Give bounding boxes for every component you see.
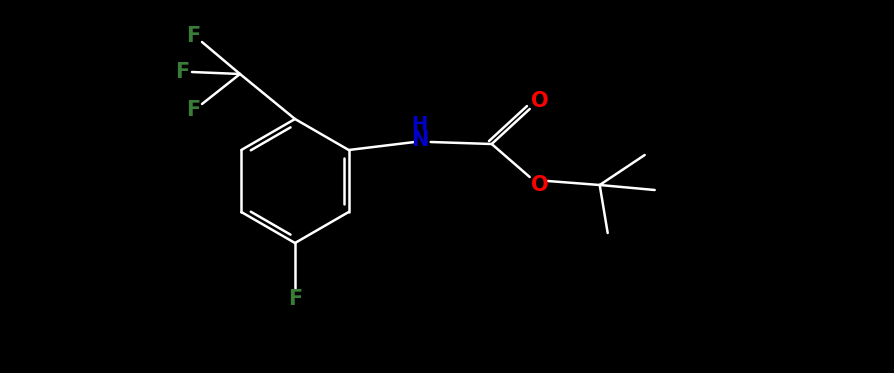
Text: F: F <box>288 289 302 309</box>
Text: N: N <box>410 130 428 150</box>
Text: O: O <box>530 175 548 195</box>
Text: O: O <box>530 91 548 111</box>
Text: F: F <box>174 62 189 82</box>
Text: F: F <box>186 26 200 46</box>
Text: F: F <box>186 100 200 120</box>
Text: H: H <box>411 116 427 135</box>
